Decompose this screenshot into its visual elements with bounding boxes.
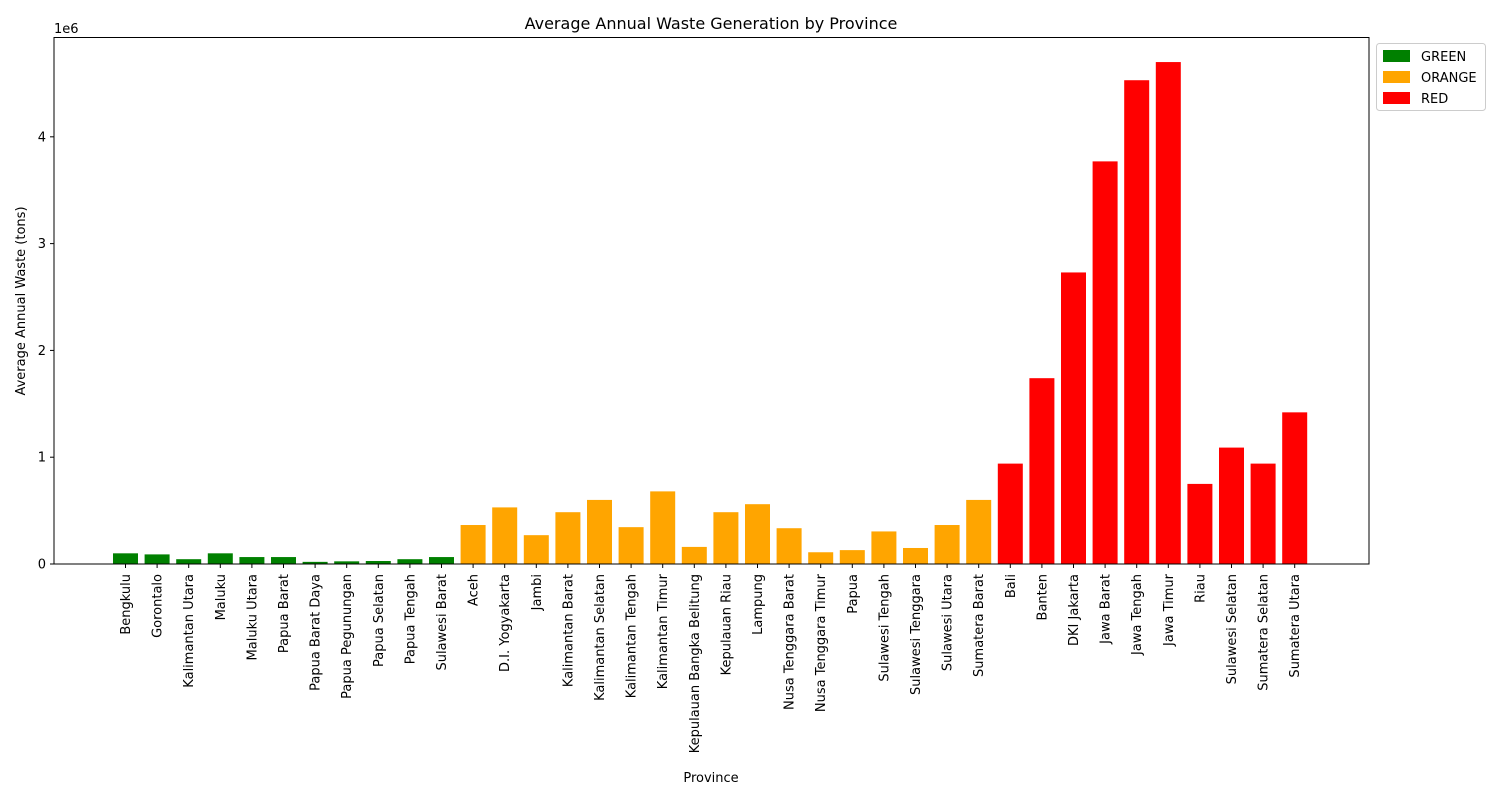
- x-tick-label: Jambi: [530, 574, 545, 611]
- bar-sulawesi-selatan: [1219, 447, 1244, 564]
- bar-kalimantan-utara: [176, 559, 202, 564]
- x-tick-label: Sumatera Barat: [972, 574, 987, 677]
- x-tick-label: Nusa Tenggara Timur: [814, 573, 829, 712]
- x-tick-label: Maluku Utara: [245, 574, 260, 660]
- bar-sumatera-selatan: [1250, 463, 1276, 564]
- bar-jambi: [523, 535, 549, 564]
- bar-riau: [1187, 483, 1213, 564]
- x-tick-label: Kalimantan Utara: [182, 574, 197, 688]
- bar-d-i-yogyakarta: [492, 507, 518, 564]
- x-tick-label: Papua Pegunungan: [340, 574, 355, 699]
- y-tick-label: 4: [38, 130, 46, 145]
- x-tick-label: Papua Barat: [277, 574, 292, 653]
- bar-sulawesi-utara: [934, 525, 960, 564]
- y-axis: 0 1 2 3 4: [38, 130, 54, 573]
- x-tick-label: Sulawesi Tengah: [877, 574, 892, 682]
- chart-title: Average Annual Waste Generation by Provi…: [525, 14, 898, 33]
- bar-papua-selatan: [365, 561, 391, 564]
- x-tick-label: Gorontalo: [151, 574, 166, 638]
- y-tick-label: 3: [38, 237, 46, 252]
- x-tick-label: Maluku: [214, 574, 229, 620]
- x-tick-label: Kepulauan Bangka Belitung: [688, 574, 703, 753]
- x-tick-label: Sumatera Utara: [1288, 574, 1303, 678]
- x-tick-label: Papua: [846, 574, 861, 614]
- x-axis-label: Province: [683, 771, 738, 786]
- bar-papua-pegunungan: [334, 561, 360, 564]
- x-tick-label: Riau: [1193, 574, 1208, 603]
- x-tick-label: Kalimantan Timur: [656, 573, 671, 689]
- bar-papua: [839, 550, 865, 564]
- legend: GREEN ORANGE RED: [1376, 43, 1486, 111]
- x-tick-label: Sulawesi Utara: [941, 574, 956, 671]
- x-tick-label: Sulawesi Selatan: [1225, 574, 1240, 684]
- plot-frame: [53, 37, 1370, 565]
- y-tick-label: 2: [38, 344, 46, 359]
- x-tick-label: Bengkulu: [119, 574, 134, 635]
- x-tick-label: Banten: [1035, 574, 1050, 620]
- bar-kalimantan-selatan: [587, 499, 612, 564]
- bar-nusa-tenggara-timur: [808, 552, 834, 564]
- x-tick-label: Kalimantan Selatan: [593, 574, 608, 701]
- bar-bengkulu: [113, 553, 138, 564]
- bar-papua-barat-daya: [302, 561, 328, 564]
- bar-sulawesi-barat: [429, 557, 454, 564]
- x-tick-label: Sulawesi Tenggara: [909, 574, 924, 695]
- bar-jawa-barat: [1092, 161, 1118, 564]
- bar-sumatera-barat: [966, 499, 992, 564]
- legend-swatch-red: [1383, 92, 1410, 104]
- x-tick-label: Papua Tengah: [403, 574, 418, 664]
- bar-papua-tengah: [397, 559, 423, 564]
- x-tick-label: Jawa Tengah: [1130, 574, 1145, 656]
- x-tick-label: Nusa Tenggara Barat: [783, 574, 798, 710]
- x-tick-label: Lampung: [751, 574, 766, 635]
- bar-maluku: [207, 553, 233, 564]
- bar-gorontalo: [144, 554, 170, 564]
- x-tick-label: Jawa Timur: [1162, 573, 1177, 647]
- legend-swatch-orange: [1383, 71, 1410, 83]
- x-tick-label: Papua Barat Daya: [309, 574, 324, 691]
- bar-sumatera-utara: [1282, 412, 1308, 564]
- bar-sulawesi-tengah: [871, 531, 897, 564]
- bar-aceh: [460, 525, 486, 564]
- bar-kepulauan-riau: [713, 512, 739, 564]
- bars-layer: [113, 62, 1308, 565]
- bar-bali: [997, 463, 1023, 564]
- bar-banten: [1029, 378, 1055, 564]
- x-tick-label: Kepulauan Riau: [719, 574, 734, 675]
- bar-maluku-utara: [239, 557, 265, 564]
- bar-kalimantan-timur: [650, 491, 676, 564]
- y-offset-label: 1e6: [54, 22, 79, 37]
- x-tick-label: D.I. Yogyakarta: [498, 574, 513, 672]
- y-tick-label: 1: [38, 451, 46, 466]
- x-tick-label: Kalimantan Tengah: [625, 574, 640, 698]
- x-tick-label: Kalimantan Barat: [561, 574, 576, 687]
- legend-label-red: RED: [1421, 92, 1448, 107]
- legend-label-orange: ORANGE: [1421, 71, 1477, 86]
- x-tick-label: Sumatera Selatan: [1257, 574, 1272, 691]
- bar-papua-barat: [271, 557, 296, 564]
- bar-jawa-timur: [1155, 62, 1181, 565]
- x-tick-label: Bali: [1004, 574, 1019, 598]
- x-axis: Bengkulu Gorontalo Kalimantan Utara Maluku M…: [119, 564, 1303, 753]
- x-tick-label: DKI Jakarta: [1067, 574, 1082, 646]
- y-tick-label: 0: [38, 558, 46, 573]
- x-tick-label: Aceh: [467, 574, 482, 606]
- x-tick-label: Papua Selatan: [372, 574, 387, 667]
- y-axis-label: Average Annual Waste (tons): [14, 206, 29, 395]
- legend-label-green: GREEN: [1421, 50, 1466, 65]
- bar-jawa-tengah: [1124, 80, 1150, 564]
- x-tick-label: Jawa Barat: [1099, 574, 1114, 645]
- bar-lampung: [745, 504, 770, 564]
- bar-nusa-tenggara-barat: [776, 528, 802, 564]
- bar-kalimantan-tengah: [618, 527, 644, 564]
- bar-dki-jakarta: [1061, 272, 1086, 564]
- bar-sulawesi-tenggara: [903, 547, 928, 564]
- bar-kalimantan-barat: [555, 512, 581, 564]
- bar-kepulauan-bangka-belitung: [681, 546, 707, 564]
- legend-swatch-green: [1383, 50, 1410, 62]
- x-tick-label: Sulawesi Barat: [435, 574, 450, 671]
